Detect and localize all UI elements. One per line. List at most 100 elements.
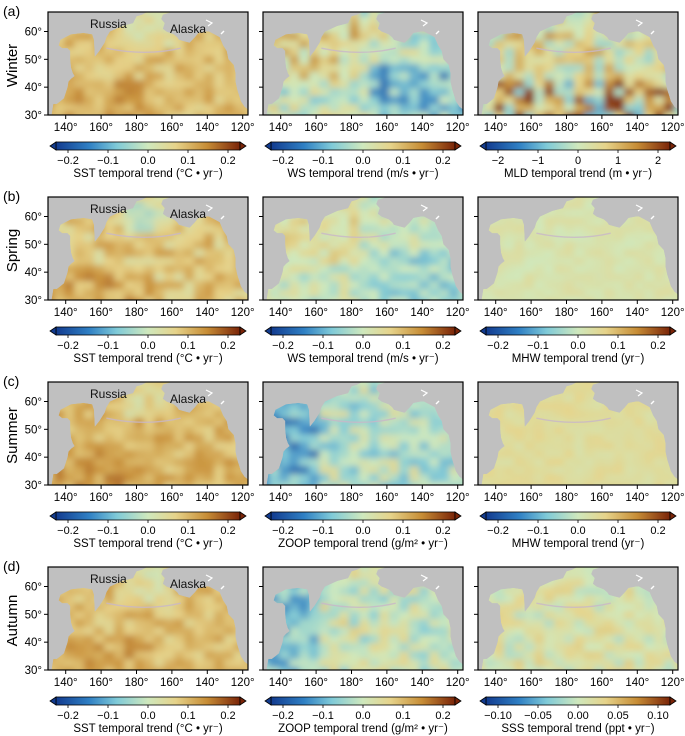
colorbar-min-arrow [49,326,57,336]
lat-tick-label: 50° [25,54,42,66]
colorbar-tick-label: −1 [532,155,545,167]
lon-tick-label: 180° [555,122,579,134]
map-frame [47,381,249,486]
colorbar-tick-label: 0.1 [180,155,195,167]
colorbar-tick-label: 0.1 [395,710,410,722]
colorbar-title: SST temporal trend (°C • yr⁻) [73,723,222,735]
colorbar-tick-label: −0.1 [97,340,119,352]
lon-tick-label: 120° [231,677,255,689]
colorbar-tick-label: 0.2 [435,155,450,167]
map-frame [262,566,464,671]
lon-tick-label: 120° [661,307,685,319]
map-panel-spring-mhw: 140° 160° 180° 160° 140° 120° −0.2 −0.1 0.0 0.1 0.… [474,196,685,365]
label-alaska: Alaska [170,207,206,221]
lat-tick-label: 50° [25,609,42,621]
colorbar-tick-label: 0.0 [140,525,155,537]
row-letter: (b) [3,188,20,204]
land-asia [478,567,578,670]
colorbar-tick-label: −0.2 [272,155,294,167]
season-label: Spring [4,229,21,272]
colorbar-title: SST temporal trend (°C • yr⁻) [73,353,222,365]
colorbar-max-arrow [239,141,247,151]
colorbar-min-arrow [264,141,272,151]
colorbar-max-arrow [454,696,462,706]
land-asia [48,382,148,485]
map-panel-spring-sst: Russia Alaska 140° 160° 180° 160° 140° 120° 30° 4… [25,196,255,365]
lon-tick-label: 140° [484,492,508,504]
colorbar-max-arrow [669,326,677,336]
colorbar-max-arrow [669,696,677,706]
colorbar-ws: −0.2 −0.1 0.0 0.1 0.2WS temporal trend (m/s … [264,141,462,180]
colorbar-mhw: −0.2 −0.1 0.0 0.1 0.2 MHW temporal trend (yr⁻… [479,326,677,365]
colorbar-tick-label: 0 [575,155,581,167]
lon-tick-label: 140° [54,307,78,319]
lon-tick-label: 140° [625,677,649,689]
colorbar-tick-label: 0.0 [140,710,155,722]
lon-tick-label: 160° [304,307,328,319]
land-america [591,382,678,480]
row-letter: (d) [3,558,20,574]
lat-tick-label: 60° [25,26,42,38]
colorbar-tick-label: 0.10 [647,710,668,722]
lon-tick-label: 160° [519,492,543,504]
lon-tick-label: 160° [375,492,399,504]
colorbar-title: ZOOP temporal trend (g/m² • yr⁻) [278,723,448,735]
colorbar-mhw: −0.2 −0.1 0.0 0.1 0.2 MHW temporal trend (yr⁻… [479,511,677,550]
colorbar-tick-label: 0.2 [435,710,450,722]
colorbar-tick-label: −0.2 [487,525,509,537]
colorbar-min-arrow [479,696,487,706]
colorbar-tick-label: 0.05 [607,710,628,722]
map-panel-summer-zoop: 140° 160° 180° 160° 140° 120° −0.2 −0.1 0.0 0.1 0.… [259,381,470,550]
label-russia: Russia [90,17,127,31]
map-frame [477,196,679,301]
land-america [376,382,463,480]
lon-tick-label: 120° [231,492,255,504]
map-panel-autumn-sst: Russia Alaska 140° 160° 180° 160° 140° 120° 30° 4… [25,566,255,735]
lon-tick-label: 160° [304,122,328,134]
colorbar-max-arrow [669,141,677,151]
colorbar-min-arrow [479,326,487,336]
colorbar-tick-label: −0.1 [527,525,549,537]
lon-tick-label: 180° [125,492,149,504]
land-asia [478,382,578,485]
colorbar-tick-label: −0.05 [524,710,552,722]
colorbar-tick-label: −0.2 [57,525,79,537]
colorbar-max-arrow [239,511,247,521]
land-asia [478,197,578,300]
lon-tick-label: 160° [375,677,399,689]
lon-tick-label: 180° [125,677,149,689]
lon-tick-label: 160° [375,307,399,319]
colorbar-min-arrow [264,696,272,706]
row-letter: (a) [3,3,20,19]
lon-tick-label: 140° [269,122,293,134]
lon-tick-label: 160° [160,307,184,319]
lat-tick-label: 40° [25,82,42,94]
lon-tick-label: 160° [519,307,543,319]
map-frame [477,11,679,116]
colorbar-min-arrow [479,511,487,521]
lon-tick-label: 180° [555,307,579,319]
land-asia [478,12,578,115]
colorbar-tick-label: 0.1 [610,525,625,537]
map-frame [262,381,464,486]
lon-tick-label: 160° [590,122,614,134]
lon-tick-label: 120° [231,307,255,319]
colorbar-tick-label: 1 [615,155,621,167]
colorbar-max-arrow [239,696,247,706]
colorbar-tick-label: 0.0 [355,710,370,722]
lon-tick-label: 180° [340,307,364,319]
lat-tick-label: 40° [25,637,42,649]
colorbar-tick-label: 0.2 [435,525,450,537]
map-frame [47,566,249,671]
colorbar-tick-label: 0.0 [570,525,585,537]
colorbar-tick-label: 0.00 [567,710,588,722]
land-america [376,12,463,110]
colorbar-max-arrow [454,141,462,151]
lat-tick-label: 60° [25,581,42,593]
lon-tick-label: 160° [160,122,184,134]
land-america [591,567,678,665]
